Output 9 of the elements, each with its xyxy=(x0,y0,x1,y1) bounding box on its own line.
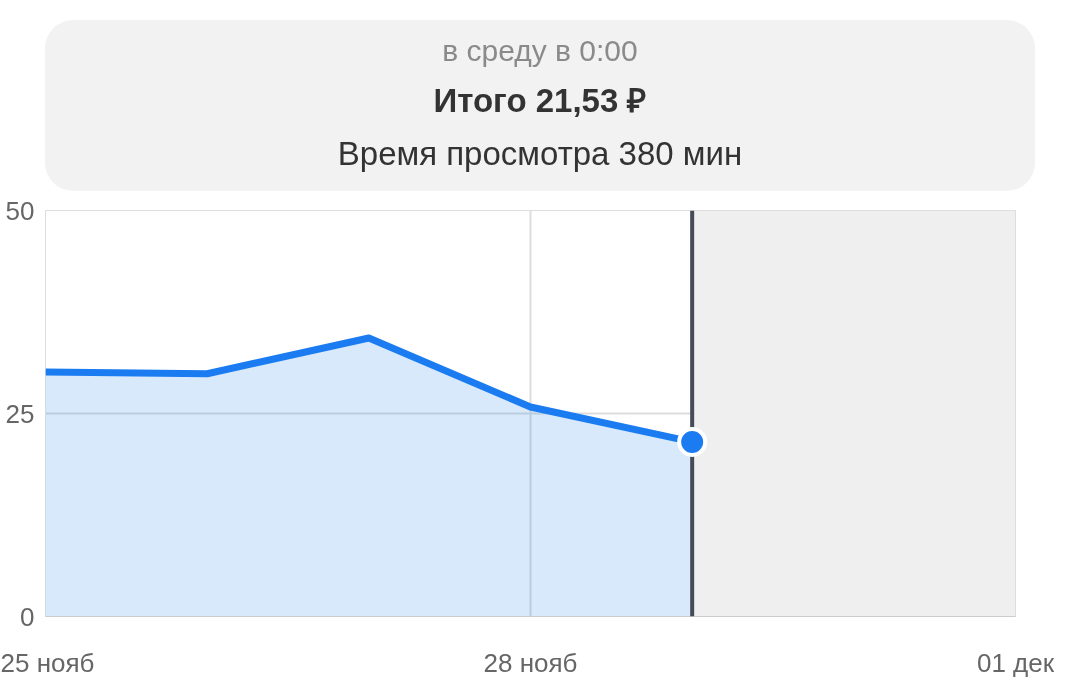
y-tick-label: 0 xyxy=(20,601,35,632)
x-tick-label: 28 нояб xyxy=(483,647,578,678)
text: Время просмотра 380 мин xyxy=(336,134,744,174)
y-tick-label: 50 xyxy=(5,195,35,226)
chart-subtitle: в среду в 0:00 xyxy=(441,33,639,69)
x-tick-label: 01 дек xyxy=(976,647,1055,678)
y-tick-label: 25 xyxy=(5,398,35,429)
x-tick-label: 25 нояб xyxy=(0,647,95,678)
chart-title: Итого 21,53 ₽ xyxy=(432,80,648,121)
